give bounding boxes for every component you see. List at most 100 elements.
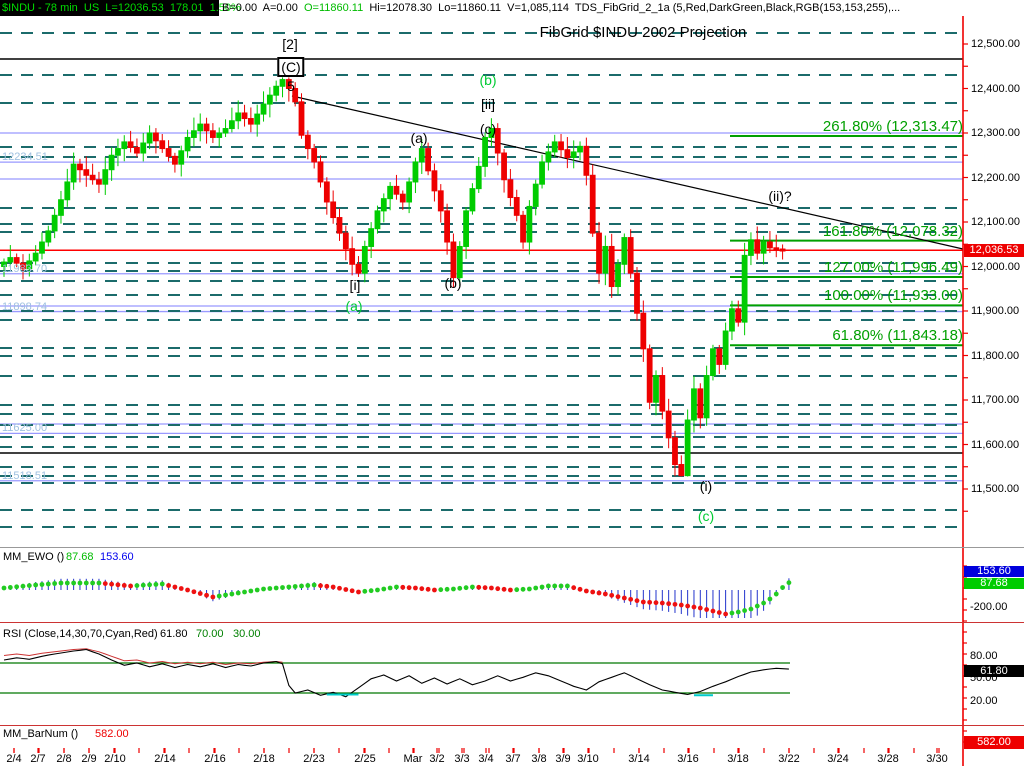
candle-body xyxy=(191,130,197,138)
ewo-dot xyxy=(210,594,216,600)
ewo-dot xyxy=(767,596,773,602)
ewo-dot xyxy=(337,585,342,591)
date-axis-label: 3/14 xyxy=(628,753,650,765)
ewo-dot xyxy=(292,584,298,589)
barnum-label: MM_BarNum () xyxy=(3,728,79,740)
candle-body xyxy=(304,134,311,150)
fib-level-label: 161.80% (12,078.32) xyxy=(822,222,963,240)
candle-body xyxy=(456,245,463,279)
candle-body xyxy=(722,330,729,365)
ewo-dot xyxy=(216,593,222,599)
date-axis-label: 2/4 xyxy=(6,753,22,765)
candle-body xyxy=(488,128,495,138)
ewo-dot xyxy=(45,581,51,587)
candle-body xyxy=(621,237,628,265)
ewo-dot xyxy=(109,581,115,587)
ewo-dot xyxy=(20,583,26,589)
candle-body xyxy=(665,410,672,439)
ewo-dot xyxy=(583,588,589,594)
ewo-dot xyxy=(52,581,58,586)
ewo-dot xyxy=(191,589,197,595)
candle-body xyxy=(475,165,482,190)
candle-body xyxy=(482,136,488,167)
ewo-dot xyxy=(520,586,526,592)
elliott-wave-label: 5 xyxy=(287,78,295,94)
ewo-dot xyxy=(343,587,349,592)
ewo-dot xyxy=(508,587,513,593)
candle-body xyxy=(172,155,178,165)
price-axis-label: 11,900.00 xyxy=(971,305,1020,317)
candle-body xyxy=(336,217,343,234)
ewo-dot xyxy=(413,585,418,591)
date-axis-label: 3/3 xyxy=(454,753,470,765)
date-axis-label: 3/10 xyxy=(577,753,599,765)
candle-body xyxy=(247,118,254,125)
date-axis-label: Mar xyxy=(403,753,423,765)
candle-body xyxy=(406,181,413,203)
ewo-dot xyxy=(375,587,380,593)
candle-body xyxy=(558,141,564,151)
ewo-green-axis-box: 87.68 xyxy=(964,578,1024,589)
candle-body xyxy=(779,248,786,252)
ewo-dot xyxy=(305,583,311,588)
ewo-dot xyxy=(223,592,228,598)
ewo-dot xyxy=(577,586,583,592)
candle-body xyxy=(184,136,191,152)
ewo-axis-label: -200.00 xyxy=(970,601,1008,613)
ewo-dot xyxy=(1,585,7,591)
ewo-dot xyxy=(102,581,108,586)
ewo-dot xyxy=(526,586,532,592)
ewo-dot xyxy=(666,601,672,607)
quote-bar: $INDU - 78 min US L=12036.53 178.01 1.50… xyxy=(0,0,1024,16)
candle-body xyxy=(697,388,704,419)
quote-bid-ask: B=0.00 A=0.00 xyxy=(222,2,304,14)
date-axis-label: 3/24 xyxy=(827,753,849,765)
candle-body xyxy=(330,201,337,219)
ewo-dot xyxy=(678,602,684,608)
candle-body xyxy=(608,245,615,288)
ewo-dot xyxy=(128,583,134,589)
elliott-wave-label: (i) xyxy=(699,478,713,494)
candle-body xyxy=(526,205,533,243)
chart-title: FibGrid $INDU 2002 Projection xyxy=(539,24,747,41)
candle-body xyxy=(285,79,292,89)
elliott-wave-label: (c) xyxy=(479,121,497,137)
date-axis-label: 3/8 xyxy=(531,753,547,765)
candle-body xyxy=(659,375,666,412)
ewo-dot xyxy=(185,587,190,593)
ewo-dot xyxy=(596,590,602,596)
ewo-dot xyxy=(153,581,159,587)
candle-body xyxy=(520,214,526,243)
ewo-dot xyxy=(640,599,646,605)
ewo-dot xyxy=(761,600,766,606)
ewo-dot xyxy=(64,580,70,586)
candle-body xyxy=(741,254,748,323)
candle-body xyxy=(589,174,596,234)
ewo-dot xyxy=(438,587,444,593)
rsi-band-hi: 70.00 xyxy=(196,628,224,640)
candle-body xyxy=(20,262,26,270)
candle-body xyxy=(39,241,45,254)
ewo-dot xyxy=(387,585,393,591)
ewo-dot xyxy=(356,589,361,595)
candle-body xyxy=(735,308,742,323)
last-price-box: 12,036.53 xyxy=(964,244,1024,257)
ewo-dot xyxy=(286,584,292,590)
ewo-dot xyxy=(742,608,748,613)
ewo-dot xyxy=(691,604,697,610)
candle-body xyxy=(545,151,552,163)
ewo-dot xyxy=(501,586,507,592)
candle-body xyxy=(450,241,457,279)
ewo-dot xyxy=(172,584,178,590)
ewo-dot xyxy=(463,585,469,591)
panel-separator xyxy=(0,547,1024,548)
ewo-dot xyxy=(400,584,406,590)
candle-body xyxy=(51,214,58,232)
ewo-dot xyxy=(552,583,558,589)
ewo-dot xyxy=(419,586,425,592)
ewo-dot xyxy=(159,581,165,587)
ewo-dot xyxy=(140,582,146,588)
candle-body xyxy=(108,154,115,171)
date-axis-label: 3/7 xyxy=(505,753,521,765)
